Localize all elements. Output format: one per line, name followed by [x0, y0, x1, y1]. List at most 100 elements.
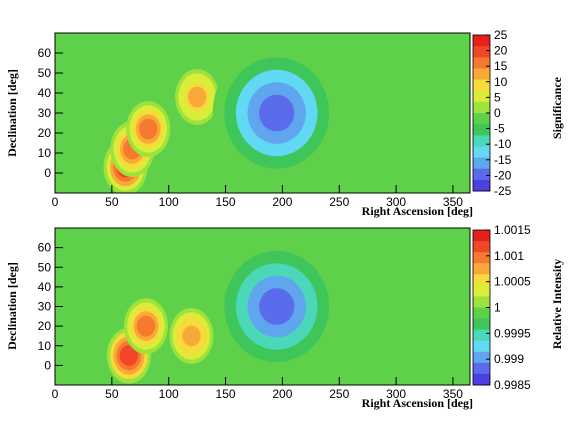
- y-tick-label: 40: [38, 86, 52, 100]
- colorbar-tick-label: 1.001: [494, 249, 524, 263]
- heatmap-region-excess: [187, 86, 207, 108]
- y-tick-label: 40: [38, 280, 52, 294]
- colorbar-tick-label: 0.9985: [494, 378, 531, 392]
- colorbar-swatch: [473, 263, 490, 275]
- y-tick-label: 20: [38, 126, 52, 140]
- colorbar-swatch: [473, 168, 490, 181]
- heatmap-cells: [106, 238, 341, 384]
- colorbar-tick-label: 10: [494, 75, 508, 89]
- colorbar-swatch: [473, 157, 490, 170]
- x-tick-label: 0: [52, 387, 59, 401]
- colorbar-tick-label: 0: [494, 106, 501, 120]
- colorbar-tick-label: 20: [494, 44, 508, 58]
- x-tick-label: 250: [329, 195, 349, 209]
- y-tick-label: 50: [38, 260, 52, 274]
- heatmap-cells: [103, 45, 341, 193]
- colorbar-swatch: [473, 362, 490, 375]
- x-axis-label: Right Ascension [deg]: [362, 396, 473, 410]
- x-tick-label: 50: [105, 195, 119, 209]
- x-tick-label: 350: [443, 195, 463, 209]
- colorbar-tick-label: 15: [494, 59, 508, 73]
- colorbar-tick-label: -25: [494, 184, 512, 198]
- colorbar-tick-label: 0.9995: [494, 326, 531, 340]
- heatmap-region-deficit: [259, 94, 295, 132]
- colorbar-swatch: [473, 57, 490, 69]
- panel-relative-intensity: 0 50 100 150 200 250 300 350 0 10 20 30 40 50 60 Decl…: [5, 223, 564, 410]
- colorbar-swatch: [473, 241, 490, 253]
- colorbar-swatch: [473, 101, 490, 114]
- x-tick-label: 100: [159, 195, 179, 209]
- colorbar-swatch: [473, 113, 490, 125]
- colorbar-swatch: [473, 274, 490, 286]
- x-tick-label: 150: [216, 387, 236, 401]
- colorbar-swatch: [473, 252, 490, 264]
- x-tick-label: 100: [159, 387, 179, 401]
- colorbar-swatch: [473, 373, 490, 386]
- y-tick-label: 0: [44, 166, 51, 180]
- heatmap-region-excess: [119, 345, 139, 366]
- colorbar-tick-label: -5: [494, 122, 505, 136]
- colorbar-tick-label: 1: [494, 301, 501, 315]
- colorbar-label: Relative Intensity: [550, 259, 564, 349]
- colorbar-swatch: [473, 230, 490, 242]
- colorbar-tick-label: 25: [494, 28, 508, 42]
- heatmap-region-excess: [139, 118, 158, 140]
- y-axis-label: Declination [deg]: [5, 262, 19, 350]
- y-tick-label: 50: [38, 66, 52, 80]
- colorbar-swatch: [473, 351, 490, 364]
- colorbar-swatch: [473, 68, 490, 81]
- colorbar-tick-label: 5: [494, 90, 501, 104]
- colorbar-swatch: [473, 318, 490, 331]
- x-tick-label: 350: [443, 387, 463, 401]
- colorbar-swatch: [473, 179, 490, 192]
- colorbar-swatch: [473, 146, 490, 159]
- heatmap-region-excess: [182, 325, 201, 347]
- x-tick-label: 200: [272, 387, 292, 401]
- x-tick-label: 50: [105, 387, 119, 401]
- y-axis-label: Declination [deg]: [5, 69, 19, 157]
- y-tick-label: 60: [38, 46, 52, 60]
- colorbar-tick-label: 1.0005: [494, 275, 531, 289]
- colorbar-tick-label: 0.999: [494, 352, 524, 366]
- colorbar-tick-label: 1.0015: [494, 223, 531, 237]
- colorbar-swatch: [473, 285, 490, 297]
- y-axis: 0 10 20 30 40 50 60: [38, 241, 63, 372]
- colorbar-tick-label: -15: [494, 153, 512, 167]
- y-tick-label: 10: [38, 339, 52, 353]
- colorbar-label: Significance: [550, 76, 564, 139]
- heatmap-region-deficit: [259, 288, 295, 325]
- colorbar: 1.0015 1.001 1.0005 1 0.9995 0.999 0.9985: [472, 223, 531, 392]
- colorbar-swatch: [473, 135, 490, 147]
- y-tick-label: 30: [38, 106, 52, 120]
- x-axis-label: Right Ascension [deg]: [362, 204, 473, 218]
- y-tick-label: 10: [38, 146, 52, 160]
- x-tick-label: 200: [272, 195, 292, 209]
- x-tick-label: 0: [52, 195, 59, 209]
- colorbar-swatch: [473, 329, 490, 342]
- y-tick-label: 20: [38, 319, 52, 333]
- y-tick-label: 0: [44, 358, 51, 372]
- y-tick-label: 30: [38, 300, 52, 314]
- x-tick-label: 150: [216, 195, 236, 209]
- colorbar-swatch: [473, 46, 490, 58]
- x-axis: 0 50 100 150 200 250 300 350: [52, 377, 463, 401]
- colorbar-swatch: [473, 79, 490, 92]
- colorbar-tick-label: -10: [494, 137, 512, 151]
- colorbar-swatch: [473, 90, 490, 103]
- colorbar-swatch: [473, 296, 490, 308]
- x-tick-label: 300: [386, 387, 406, 401]
- colorbar-swatch: [473, 340, 490, 353]
- y-axis: 0 10 20 30 40 50 60: [38, 46, 63, 180]
- heatmap-region-excess: [136, 315, 156, 337]
- colorbar-swatch: [473, 124, 490, 136]
- x-tick-label: 300: [386, 195, 406, 209]
- x-tick-label: 250: [329, 387, 349, 401]
- x-axis: 0 50 100 150 200 250 300 350: [52, 185, 463, 209]
- colorbar-tick-label: -20: [494, 168, 512, 182]
- colorbar-swatch: [473, 35, 490, 47]
- y-tick-label: 60: [38, 241, 52, 255]
- colorbar-swatch: [473, 307, 490, 320]
